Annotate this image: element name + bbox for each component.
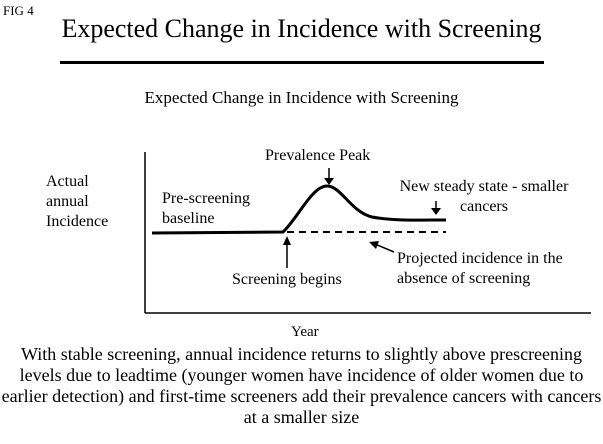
page-title: Expected Change in Incidence with Screen… bbox=[61, 14, 542, 43]
screening-begins-annotation: Screening begins bbox=[232, 271, 342, 288]
steady-state-arrowhead bbox=[431, 208, 441, 215]
actual-incidence-curve bbox=[151, 184, 447, 235]
projected-incidence-annotation: Projected incidence in the absence of sc… bbox=[397, 249, 587, 289]
title-divider bbox=[60, 61, 544, 64]
prevalence-peak-annotation: Prevalence Peak bbox=[265, 147, 371, 164]
steady-state-annotation-text: New steady state - smaller cancers bbox=[399, 178, 569, 215]
projected-incidence-annotation-text: Projected incidence in the absence of sc… bbox=[397, 250, 563, 287]
baseline-annotation-text: Pre-screening baseline bbox=[162, 190, 250, 227]
projected-arrow bbox=[374, 243, 395, 253]
steady-state-annotation: New steady state - smaller cancers bbox=[384, 177, 584, 217]
caption: With stable screening, annual incidence … bbox=[1, 344, 602, 427]
figure-label: FIG 4 bbox=[3, 3, 34, 18]
diagram-title: Expected Change in Incidence with Screen… bbox=[144, 88, 459, 107]
y-axis-label: Actual annual Incidence bbox=[46, 172, 116, 232]
y-axis-label-text: Actual annual Incidence bbox=[46, 173, 109, 230]
baseline-annotation: Pre-screening baseline bbox=[162, 189, 270, 229]
screening-begins-arrowhead bbox=[283, 236, 291, 245]
peak-arrowhead bbox=[324, 178, 334, 185]
projected-arrowhead bbox=[369, 241, 379, 249]
x-axis-label: Year bbox=[291, 324, 319, 340]
